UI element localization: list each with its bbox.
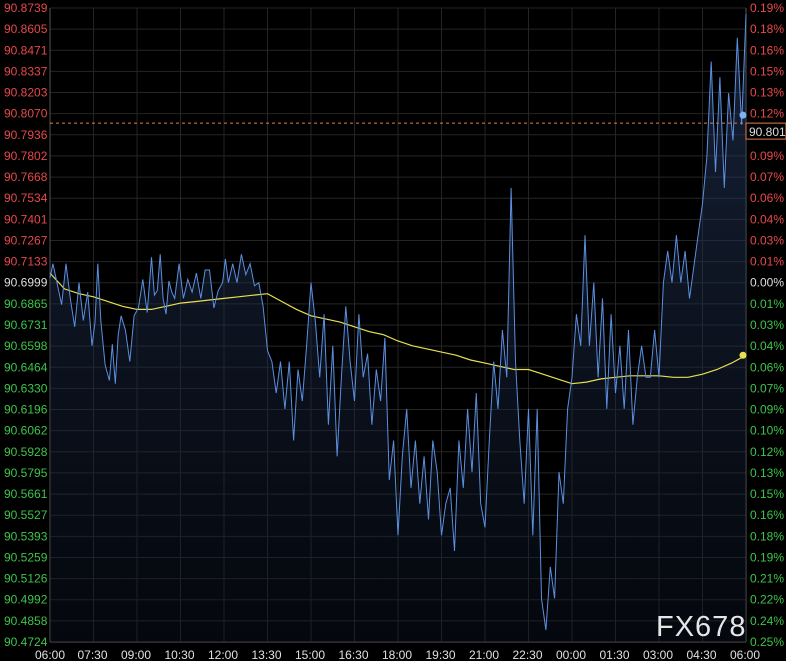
left-tick-label: 90.5259: [4, 550, 48, 564]
left-tick-label: 90.8471: [4, 43, 48, 57]
left-tick-label: 90.8070: [4, 107, 48, 121]
left-tick-label: 90.5393: [4, 529, 48, 543]
left-tick-label: 90.4858: [4, 614, 48, 628]
left-tick-label: 90.6062: [4, 424, 48, 438]
right-tick-label: 0.03%: [750, 318, 784, 332]
left-tick-label: 90.6731: [4, 318, 48, 332]
right-tick-label: 0.16%: [750, 508, 784, 522]
left-tick-label: 90.7802: [4, 149, 48, 163]
right-tick-label: 0.07%: [750, 381, 784, 395]
left-tick-label: 90.6330: [4, 381, 48, 395]
right-tick-label: 0.15%: [750, 64, 784, 78]
right-tick-label: 0.06%: [750, 191, 784, 205]
right-tick-label: 0.04%: [750, 212, 784, 226]
left-tick-label: 90.5928: [4, 445, 48, 459]
left-tick-label: 90.4724: [4, 635, 48, 649]
time-tick-label: 16:30: [339, 648, 369, 661]
left-tick-label: 90.6598: [4, 339, 48, 353]
left-tick-label: 90.7668: [4, 170, 48, 184]
right-tick-label: 0.25%: [750, 635, 784, 649]
price-label: 90.801: [749, 125, 786, 139]
average-end-dot: [739, 351, 747, 359]
left-tick-label: 90.7401: [4, 212, 48, 226]
price-label-box: 90.801: [745, 122, 786, 140]
left-tick-label: 90.5126: [4, 572, 48, 586]
left-tick-label: 90.6865: [4, 297, 48, 311]
time-tick-label: 13:30: [252, 648, 282, 661]
time-tick-label: 00:00: [556, 648, 586, 661]
right-tick-label: 0.03%: [750, 233, 784, 247]
time-tick-label: 15:00: [295, 648, 325, 661]
time-tick-label: 19:30: [426, 648, 456, 661]
left-tick-label: 90.5527: [4, 508, 48, 522]
left-tick-label: 90.6464: [4, 360, 48, 374]
time-tick-label: 09:00: [121, 648, 151, 661]
right-tick-label: 0.01%: [750, 297, 784, 311]
right-tick-label: 0.12%: [750, 107, 784, 121]
left-tick-label: 90.5795: [4, 466, 48, 480]
right-tick-label: 0.09%: [750, 403, 784, 417]
average-line: [49, 272, 747, 385]
time-tick-label: 22:30: [513, 648, 543, 661]
left-tick-label: 90.8337: [4, 64, 48, 78]
right-tick-label: 0.22%: [750, 593, 784, 607]
right-tick-label: 0.10%: [750, 424, 784, 438]
right-tick-label: 0.13%: [750, 86, 784, 100]
time-tick-label: 03:00: [643, 648, 673, 661]
right-percent-axis: 0.19%0.18%0.16%0.15%0.13%0.12%0.11%0.09%…: [750, 1, 784, 649]
left-price-axis: 90.8739 90.8605 90.8471 90.8337 90.8203 90.80…: [4, 1, 48, 649]
time-tick-label: 01:30: [600, 648, 630, 661]
right-tick-label: 0.06%: [750, 360, 784, 374]
left-tick-label: 90.7133: [4, 255, 48, 269]
time-tick-label: 21:00: [469, 648, 499, 661]
right-tick-label: 0.19%: [750, 1, 784, 15]
left-tick-label: 90.7936: [4, 128, 48, 142]
right-tick-label: 0.04%: [750, 339, 784, 353]
right-tick-label: 0.15%: [750, 487, 784, 501]
time-tick-label: 04:30: [687, 648, 717, 661]
right-tick-label: 0.21%: [750, 572, 784, 586]
right-tick-label: 0.01%: [750, 255, 784, 269]
time-tick-label: 18:00: [382, 648, 412, 661]
right-tick-label: 0.24%: [750, 614, 784, 628]
time-tick-label: 06:00: [35, 648, 65, 661]
right-tick-label: 0.09%: [750, 149, 784, 163]
right-tick-label: 0.16%: [750, 43, 784, 57]
left-tick-label: 90.6196: [4, 403, 48, 417]
price-area-fill: [50, 14, 746, 642]
left-tick-label: 90.7267: [4, 233, 48, 247]
price-line: [49, 14, 747, 631]
left-tick-label: 90.6999: [4, 276, 48, 290]
price-end-dot: [739, 111, 747, 119]
watermark: FX678: [656, 611, 746, 643]
time-tick-label: 10:30: [165, 648, 195, 661]
left-tick-label: 90.8203: [4, 86, 48, 100]
right-tick-label: 0.07%: [750, 170, 784, 184]
left-tick-label: 90.8739: [4, 1, 48, 15]
left-tick-label: 90.7534: [4, 191, 48, 205]
time-tick-label: 12:00: [208, 648, 238, 661]
right-tick-label: 0.19%: [750, 550, 784, 564]
left-tick-label: 90.5661: [4, 487, 48, 501]
time-tick-label: 06:00: [730, 648, 760, 661]
right-tick-label: 0.12%: [750, 445, 784, 459]
right-tick-label: 0.13%: [750, 466, 784, 480]
left-tick-label: 90.8605: [4, 22, 48, 36]
left-tick-label: 90.4992: [4, 593, 48, 607]
right-tick-label: 0.18%: [750, 22, 784, 36]
time-axis: 06:00 07:30 09:00 10:30 12:00 13:30 15:00 16:30…: [35, 648, 760, 661]
time-tick-label: 07:30: [78, 648, 108, 661]
right-tick-label: 0.00%: [750, 276, 784, 290]
right-tick-label: 0.18%: [750, 529, 784, 543]
